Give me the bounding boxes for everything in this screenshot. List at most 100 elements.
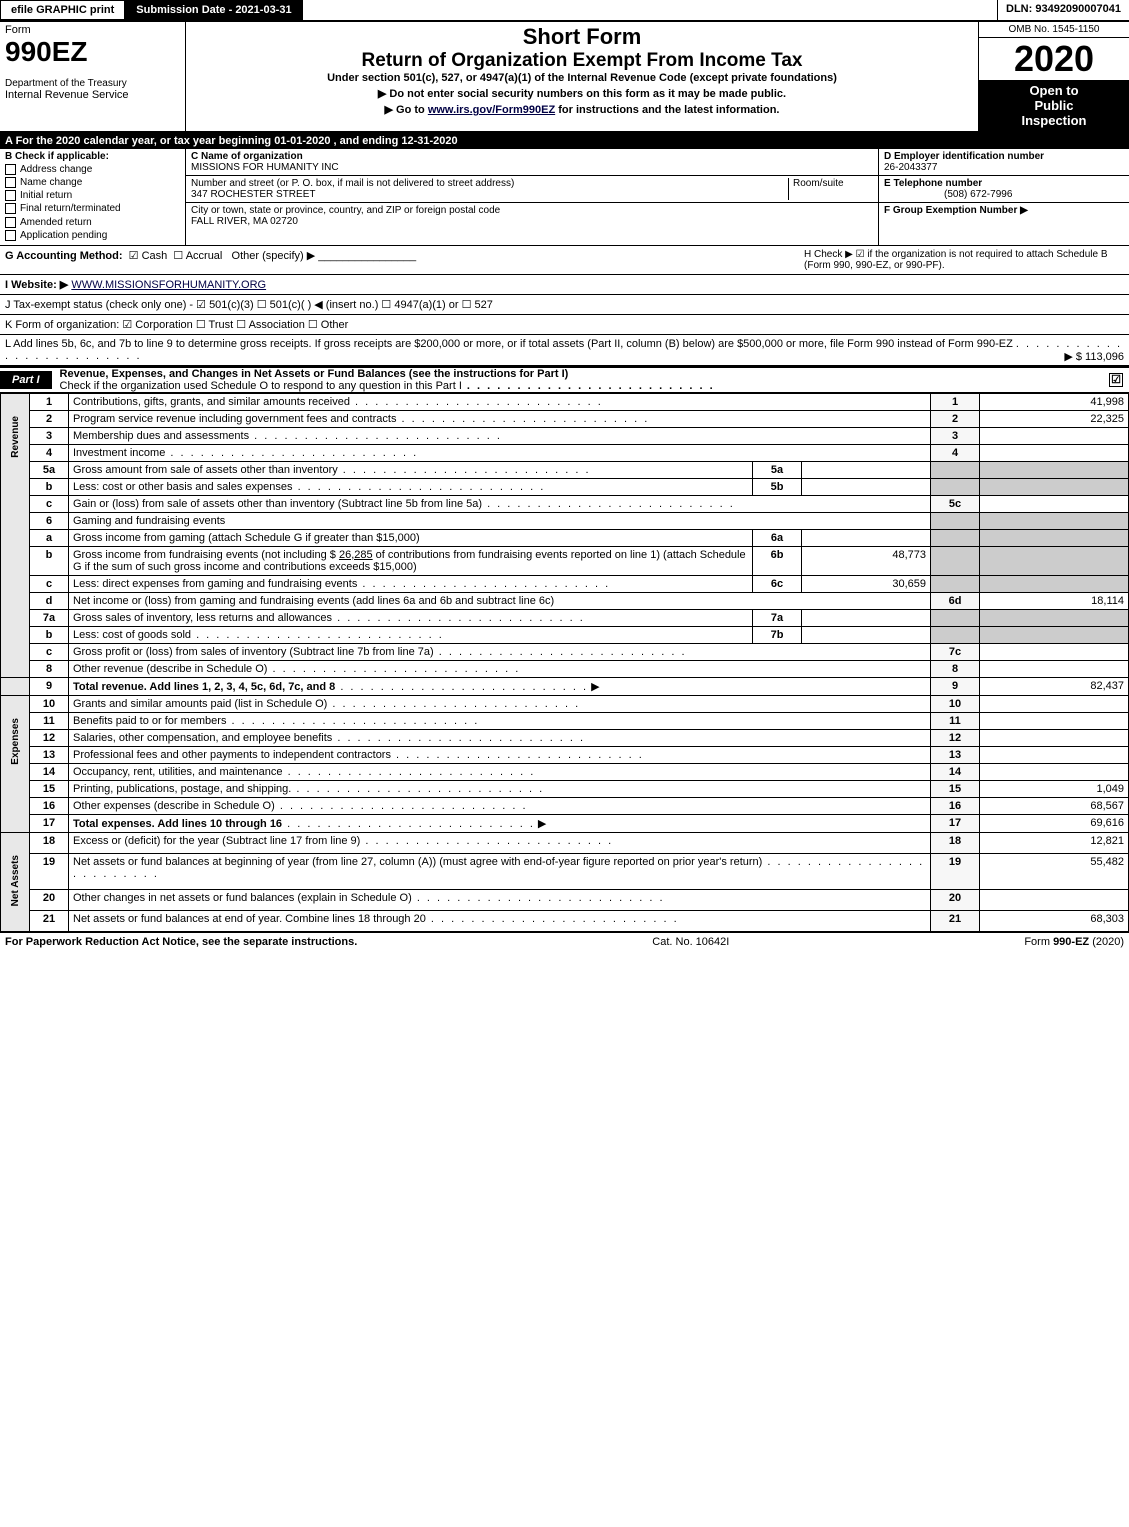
line-k: K Form of organization: ☑ Corporation ☐ … [0, 315, 1129, 335]
desc-19: Net assets or fund balances at beginning… [73, 856, 762, 868]
ln-19: 19 [30, 853, 69, 889]
ln-14: 14 [30, 763, 69, 780]
num-21: 21 [931, 911, 980, 932]
irs-link[interactable]: www.irs.gov/Form990EZ [428, 104, 555, 116]
num-13: 13 [931, 746, 980, 763]
efile-print-button[interactable]: efile GRAPHIC print [0, 0, 125, 20]
submission-date-button[interactable]: Submission Date - 2021-03-31 [125, 0, 302, 20]
cash-label: Cash [142, 250, 168, 262]
sub-5b: 5b [753, 478, 802, 495]
row-7a: 7a Gross sales of inventory, less returns… [1, 609, 1129, 626]
ln-6b: b [30, 546, 69, 575]
row-16: 16Other expenses (describe in Schedule O… [1, 797, 1129, 814]
num-12: 12 [931, 729, 980, 746]
notice2-pre: ▶ Go to [385, 104, 428, 116]
amt-20 [980, 889, 1129, 910]
instructions-notice: ▶ Go to www.irs.gov/Form990EZ for instru… [191, 103, 973, 116]
ln-5b: b [30, 478, 69, 495]
ein-value: 26-2043377 [884, 162, 937, 173]
sub-6b: 6b [753, 546, 802, 575]
line-h: H Check ▶ ☑ if the organization is not r… [804, 249, 1124, 271]
num-4: 4 [931, 444, 980, 461]
desc-12: Salaries, other compensation, and employ… [73, 732, 332, 744]
row-6c: cLess: direct expenses from gaming and f… [1, 575, 1129, 592]
topbar: efile GRAPHIC print Submission Date - 20… [0, 0, 1129, 22]
row-14: 14Occupancy, rent, utilities, and mainte… [1, 763, 1129, 780]
line-g-h: G Accounting Method: ☑ Cash ☐ Accrual Ot… [0, 246, 1129, 275]
chk-name-change[interactable] [5, 177, 16, 188]
num-6c [931, 575, 980, 592]
chk-amended[interactable] [5, 217, 16, 228]
ln-9: 9 [30, 677, 69, 695]
amt-6a [980, 529, 1129, 546]
amt-19: 55,482 [980, 853, 1129, 889]
addr-value: 347 ROCHESTER STREET [191, 189, 315, 200]
part1-title-text: Revenue, Expenses, and Changes in Net As… [60, 368, 569, 380]
num-7a [931, 609, 980, 626]
ln-6c: c [30, 575, 69, 592]
ln-1: 1 [30, 393, 69, 410]
chk-initial[interactable] [5, 190, 16, 201]
subval-5b [802, 478, 931, 495]
sub-7a: 7a [753, 609, 802, 626]
chk-app-pending[interactable] [5, 230, 16, 241]
row-6b: bGross income from fundraising events (n… [1, 546, 1129, 575]
desc-11: Benefits paid to or for members [73, 715, 226, 727]
desc-7b: Less: cost of goods sold [73, 629, 191, 641]
row-4: 4Investment income4 [1, 444, 1129, 461]
desc-13: Professional fees and other payments to … [73, 749, 391, 761]
dots [462, 380, 715, 392]
num-11: 11 [931, 712, 980, 729]
row-21: 21Net assets or fund balances at end of … [1, 911, 1129, 932]
room-suite-label: Room/suite [788, 178, 873, 200]
ln-6a: a [30, 529, 69, 546]
chk-final[interactable] [5, 203, 16, 214]
header-mid: Short Form Return of Organization Exempt… [186, 22, 978, 131]
amt-8 [980, 660, 1129, 677]
other-specify-label: Other (specify) ▶ [232, 250, 316, 262]
amt-9: 82,437 [980, 677, 1129, 695]
ln-3: 3 [30, 427, 69, 444]
chk-addr-change[interactable] [5, 164, 16, 175]
form-label: Form [5, 24, 180, 36]
row-12: 12 Salaries, other compensation, and empl… [1, 729, 1129, 746]
public: Public [982, 98, 1126, 113]
desc-7a: Gross sales of inventory, less returns a… [73, 612, 332, 624]
amt-6 [980, 512, 1129, 529]
amt-21: 68,303 [980, 911, 1129, 932]
ln-10: 10 [30, 695, 69, 712]
sub-7b: 7b [753, 626, 802, 643]
return-title: Return of Organization Exempt From Incom… [191, 50, 973, 72]
num-2: 2 [931, 410, 980, 427]
num-7b [931, 626, 980, 643]
part1-title: Revenue, Expenses, and Changes in Net As… [52, 368, 1109, 392]
sub-6a: 6a [753, 529, 802, 546]
dept-treasury: Department of the Treasury [5, 78, 180, 89]
row-5a: 5aGross amount from sale of assets other… [1, 461, 1129, 478]
row-2: 2Program service revenue including gover… [1, 410, 1129, 427]
num-1: 1 [931, 393, 980, 410]
notice2-post: for instructions and the latest informat… [555, 104, 779, 116]
amt-3 [980, 427, 1129, 444]
row-13: 13 Professional fees and other payments t… [1, 746, 1129, 763]
org-name: MISSIONS FOR HUMANITY INC [191, 162, 339, 173]
info-block: B Check if applicable: Address change Na… [0, 149, 1129, 246]
schedule-o-checkbox[interactable]: ☑ [1109, 373, 1123, 387]
line-l-amount: ▶ $ 113,096 [1064, 350, 1124, 363]
footer-mid: Cat. No. 10642I [357, 936, 1024, 948]
ssn-notice: ▶ Do not enter social security numbers o… [191, 87, 973, 100]
accounting-method-label: G Accounting Method: [5, 250, 123, 262]
website-link[interactable]: WWW.MISSIONSFORHUMANITY.ORG [71, 279, 266, 291]
row-11: 11Benefits paid to or for members11 [1, 712, 1129, 729]
subval-6a [802, 529, 931, 546]
num-6 [931, 512, 980, 529]
expenses-sidetab: Expenses [1, 695, 30, 832]
desc-18: Excess or (deficit) for the year (Subtra… [73, 835, 360, 847]
section-a: A For the 2020 calendar year, or tax yea… [0, 133, 1129, 149]
desc-6: Gaming and fundraising events [69, 512, 931, 529]
ln-7b: b [30, 626, 69, 643]
footer-right: Form 990-EZ (2020) [1024, 936, 1124, 948]
num-17: 17 [931, 814, 980, 832]
amt-6c [980, 575, 1129, 592]
omb-number: OMB No. 1545-1150 [979, 22, 1129, 38]
